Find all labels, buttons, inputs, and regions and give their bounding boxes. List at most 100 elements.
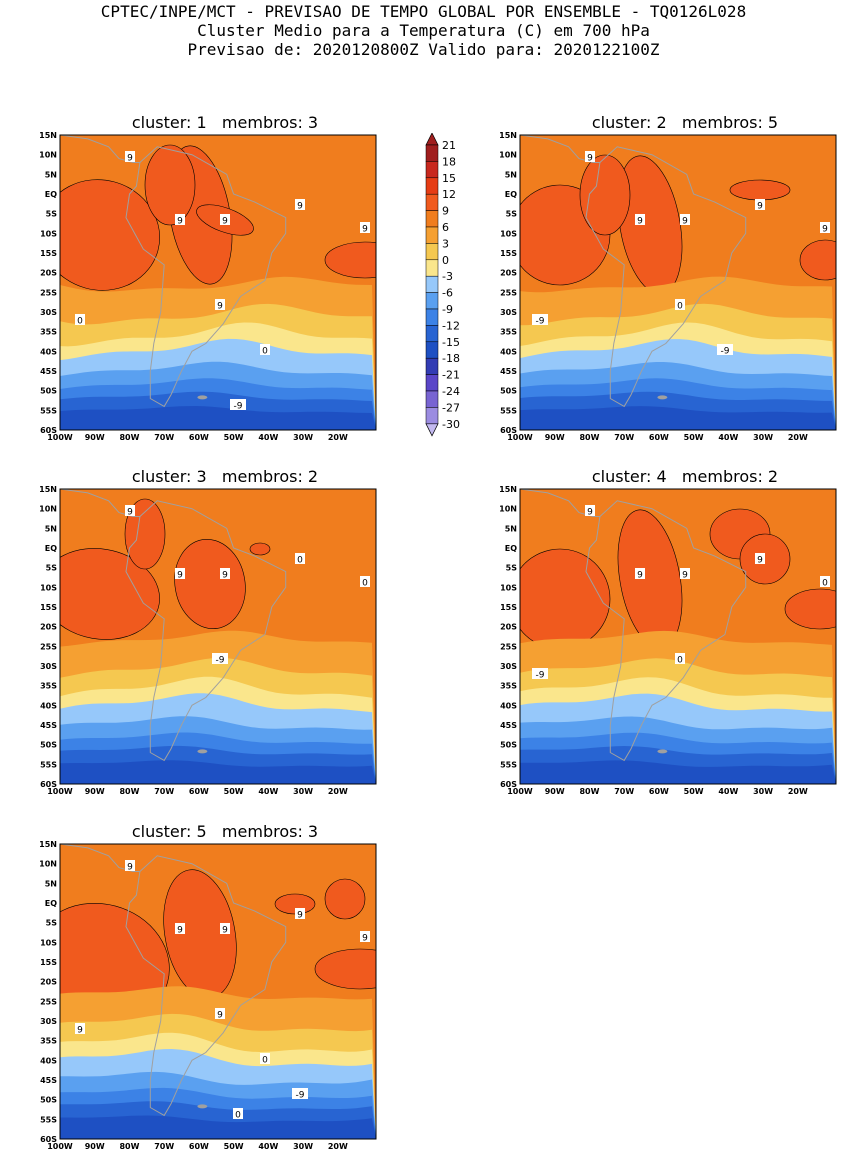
warm-region xyxy=(314,948,376,990)
lon-tick-label: 100W xyxy=(507,787,533,796)
contour-label-bg xyxy=(360,222,370,233)
map-frame xyxy=(59,843,377,1140)
lon-tick-label: 90W xyxy=(545,787,565,796)
contour-label-bg xyxy=(230,399,246,410)
lat-tick-label: 10N xyxy=(499,151,517,160)
contour-label: 9 xyxy=(127,508,133,518)
contour-label: 9 xyxy=(297,202,303,212)
lat-tick-label: 25S xyxy=(40,642,57,651)
lon-tick-label: 80W xyxy=(119,787,139,796)
lat-tick-label: 10N xyxy=(39,860,57,869)
legend-label: -15 xyxy=(442,336,460,349)
contour-label-bg xyxy=(125,860,135,871)
lat-tick-label: 25S xyxy=(500,642,517,651)
contour-label: 9 xyxy=(822,225,828,235)
contour-label: 9 xyxy=(127,863,133,873)
coastline xyxy=(60,489,140,517)
legend-label: 0 xyxy=(442,254,449,267)
warm-region xyxy=(249,542,271,556)
map-field: 9 9 9 9 9 0 -9 -9 xyxy=(520,135,836,430)
contour-label: 9 xyxy=(222,571,228,581)
contour-label: 9 xyxy=(637,571,643,581)
contour-label-bg xyxy=(215,299,225,310)
lat-tick-label: 40S xyxy=(40,701,57,710)
contour-label: 0 xyxy=(262,347,268,357)
lon-tick-label: 60W xyxy=(189,433,209,442)
contour-label: 9 xyxy=(682,217,688,227)
map-field: 9 9 9 0 0 -9 xyxy=(60,489,376,784)
panel-title: cluster: 1 membros: 3 xyxy=(131,113,319,132)
lat-tick-label: 50S xyxy=(40,1096,57,1105)
lat-tick-label: 15S xyxy=(500,603,517,612)
lat-tick-label: 35S xyxy=(500,682,517,691)
lat-tick-label: 60S xyxy=(40,1135,57,1144)
lat-tick-label: 50S xyxy=(500,387,517,396)
legend-label: -30 xyxy=(442,418,460,431)
legend-swatch xyxy=(425,210,439,228)
panel-title: cluster: 5 membros: 3 xyxy=(131,822,319,841)
lat-tick-label: 55S xyxy=(500,406,517,415)
legend-swatch xyxy=(425,292,439,310)
lat-tick-label: 35S xyxy=(40,328,57,337)
lat-tick-label: 15N xyxy=(39,131,57,140)
temperature-band xyxy=(60,406,376,430)
lat-tick-label: 50S xyxy=(500,741,517,750)
legend-label: -18 xyxy=(442,352,460,365)
lat-tick-label: 40S xyxy=(40,347,57,356)
contour-label-bg xyxy=(295,908,305,919)
contour-label: -9 xyxy=(536,671,545,681)
lon-tick-label: 100W xyxy=(47,433,73,442)
legend-label: -21 xyxy=(442,369,460,382)
legend-swatch xyxy=(425,374,439,392)
lat-tick-label: 10S xyxy=(500,229,517,238)
island xyxy=(197,749,208,754)
lon-tick-label: 60W xyxy=(649,433,669,442)
contour-label-bg xyxy=(220,568,230,579)
lon-tick-label: 90W xyxy=(85,433,105,442)
lat-tick-label: 45S xyxy=(500,367,517,376)
lat-tick-label: 15S xyxy=(40,249,57,258)
coastline xyxy=(520,135,600,163)
contour-label: 9 xyxy=(217,302,223,312)
island xyxy=(657,395,668,400)
contour-label: 0 xyxy=(297,556,303,566)
contour-label: -9 xyxy=(234,402,243,412)
warm-region xyxy=(784,588,836,630)
contour-label-bg xyxy=(215,1008,225,1019)
lat-tick-label: EQ xyxy=(505,544,517,553)
contour-label: 0 xyxy=(677,656,683,666)
coastline xyxy=(60,135,140,163)
lat-tick-label: 50S xyxy=(40,387,57,396)
contour-label: 0 xyxy=(677,302,683,312)
lat-tick-label: 55S xyxy=(40,406,57,415)
lon-tick-label: 20W xyxy=(328,1142,348,1151)
contour-label: 9 xyxy=(177,571,183,581)
lon-tick-label: 90W xyxy=(85,1142,105,1151)
lat-tick-label: 25S xyxy=(40,997,57,1006)
map-frame xyxy=(519,134,837,431)
lon-tick-label: 20W xyxy=(788,433,808,442)
lon-tick-label: 80W xyxy=(579,433,599,442)
color-scale-bar: 21 18 15 12 9 6 3 0 -3 -6 -9 -12 -15 -18 -21 -24 -27 -30 xyxy=(425,132,460,437)
lat-tick-label: 10S xyxy=(40,938,57,947)
color-scale-legend: 21 18 15 12 9 6 3 0 -3 -6 -9 -12 -15 -18 -21 -24 -27 -30 xyxy=(420,132,480,443)
contour-label: 0 xyxy=(262,1056,268,1066)
lat-tick-label: 20S xyxy=(40,978,57,987)
warm-region xyxy=(324,878,366,920)
contour-label-bg xyxy=(675,299,685,310)
legend-swatch xyxy=(425,177,439,195)
legend-label: -24 xyxy=(442,385,460,398)
lat-tick-label: 30S xyxy=(40,308,57,317)
legend-swatch xyxy=(425,193,439,211)
lat-tick-label: EQ xyxy=(505,190,517,199)
legend-label: -27 xyxy=(442,401,460,414)
lon-tick-label: 20W xyxy=(328,787,348,796)
legend-label: 6 xyxy=(442,221,449,234)
coastline xyxy=(125,855,287,1117)
lon-tick-label: 40W xyxy=(258,787,278,796)
lat-tick-label: 5N xyxy=(45,170,57,179)
contour-label-bg xyxy=(680,214,690,225)
lon-tick-label: 30W xyxy=(293,1142,313,1151)
lat-tick-label: 55S xyxy=(40,1115,57,1124)
lat-tick-label: 5S xyxy=(46,919,58,928)
